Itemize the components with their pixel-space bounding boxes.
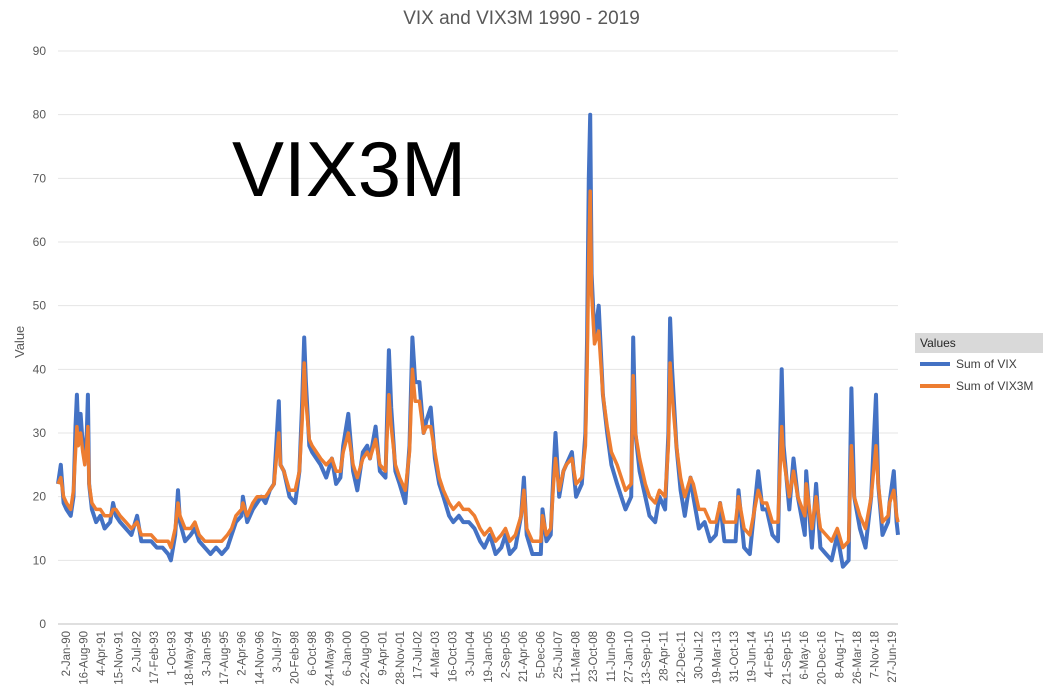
legend-item-vix3m[interactable]: Sum of VIX3M: [915, 375, 1043, 397]
legend-label-vix3m: Sum of VIX3M: [956, 379, 1034, 393]
x-tick-label: 5-Dec-06: [536, 631, 548, 678]
x-tick-label: 13-Sep-10: [641, 631, 653, 685]
legend-header[interactable]: Values: [915, 333, 1043, 353]
x-tick-label: 28-Nov-01: [395, 631, 407, 685]
x-tick-label: 1-Oct-93: [166, 631, 178, 676]
y-axis-ticks: 0 10 20 30 40 50 60 70 80 90: [33, 44, 47, 631]
x-tick-label: 9-Apr-01: [377, 631, 389, 676]
x-tick-label: 17-Aug-95: [219, 631, 231, 685]
x-tick-label: 21-Apr-06: [518, 631, 530, 682]
x-tick-label: 7-Nov-18: [869, 631, 881, 678]
series-line-vix3m: [56, 189, 900, 550]
x-tick-label: 23-Oct-08: [588, 631, 600, 682]
x-tick-label: 4-Apr-91: [96, 631, 108, 676]
y-tick-label: 40: [33, 362, 47, 376]
x-tick-label: 4-Feb-15: [764, 631, 776, 678]
x-tick-label: 11-Mar-08: [571, 631, 583, 683]
x-tick-label: 21-Sep-15: [782, 631, 794, 685]
x-tick-label: 24-May-99: [325, 631, 337, 686]
x-tick-label: 17-Feb-93: [149, 631, 161, 684]
y-tick-label: 0: [39, 617, 46, 631]
y-tick-label: 90: [33, 44, 47, 58]
overlay-label: VIX3M: [232, 125, 467, 213]
legend-swatch-vix: [920, 362, 950, 366]
legend-swatch-vix3m: [920, 384, 950, 388]
x-tick-label: 20-Dec-16: [817, 631, 829, 685]
chart-title: VIX and VIX3M 1990 - 2019: [403, 8, 640, 29]
x-tick-label: 31-Oct-13: [729, 631, 741, 682]
series-lines: [56, 112, 900, 569]
x-tick-label: 11-Jun-09: [606, 631, 618, 682]
x-tick-label: 14-Nov-96: [254, 631, 266, 685]
x-tick-label: 3-Jan-95: [202, 631, 214, 676]
x-tick-label: 16-Oct-03: [448, 631, 460, 682]
x-tick-label: 2-Apr-96: [237, 631, 249, 676]
x-tick-label: 3-Jun-04: [465, 630, 477, 676]
x-tick-label: 26-Mar-18: [852, 631, 864, 684]
x-tick-label: 28-Apr-11: [659, 631, 671, 681]
y-tick-label: 10: [33, 553, 47, 567]
x-tick-label: 17-Jul-02: [412, 631, 424, 679]
x-tick-label: 19-Mar-13: [711, 631, 723, 684]
x-tick-label: 19-Jun-14: [746, 630, 758, 682]
x-tick-label: 2-Jul-92: [131, 631, 143, 673]
y-tick-label: 80: [33, 108, 47, 122]
x-tick-label: 15-Nov-91: [114, 631, 126, 685]
x-axis-ticks: 2-Jan-90 16-Aug-90 4-Apr-91 15-Nov-91 2-Jul-…: [61, 630, 899, 686]
x-tick-label: 3-Jul-97: [272, 631, 284, 673]
x-tick-label: 27-Jun-19: [887, 631, 899, 683]
x-tick-label: 18-May-94: [184, 630, 196, 686]
x-tick-label: 2-Sep-05: [500, 631, 512, 678]
y-tick-label: 50: [33, 299, 47, 313]
legend-item-vix[interactable]: Sum of VIX: [915, 353, 1043, 375]
x-tick-label: 6-Oct-98: [307, 631, 319, 676]
x-tick-label: 4-Mar-03: [430, 631, 442, 678]
x-tick-label: 20-Feb-98: [289, 631, 301, 684]
y-axis-label: Value: [12, 325, 27, 358]
y-tick-label: 20: [33, 490, 47, 504]
series-line-vix: [56, 112, 900, 569]
x-tick-label: 19-Jan-05: [483, 631, 495, 683]
x-tick-label: 2-Jan-90: [61, 631, 73, 676]
x-tick-label: 27-Jan-10: [623, 631, 635, 683]
x-tick-label: 8-Aug-17: [834, 631, 846, 678]
y-tick-label: 30: [33, 426, 47, 440]
x-tick-label: 30-Jul-12: [694, 631, 706, 679]
x-tick-label: 12-Dec-11: [676, 631, 688, 684]
y-tick-label: 70: [33, 171, 47, 185]
x-tick-label: 25-Jul-07: [553, 631, 565, 679]
legend: Values Sum of VIX Sum of VIX3M: [915, 333, 1043, 397]
x-tick-label: 6-May-16: [799, 631, 811, 680]
y-tick-label: 60: [33, 235, 47, 249]
legend-label-vix: Sum of VIX: [956, 357, 1017, 371]
x-tick-label: 16-Aug-90: [79, 631, 91, 685]
x-tick-label: 6-Jan-00: [342, 631, 354, 676]
x-tick-label: 22-Aug-00: [360, 631, 372, 685]
